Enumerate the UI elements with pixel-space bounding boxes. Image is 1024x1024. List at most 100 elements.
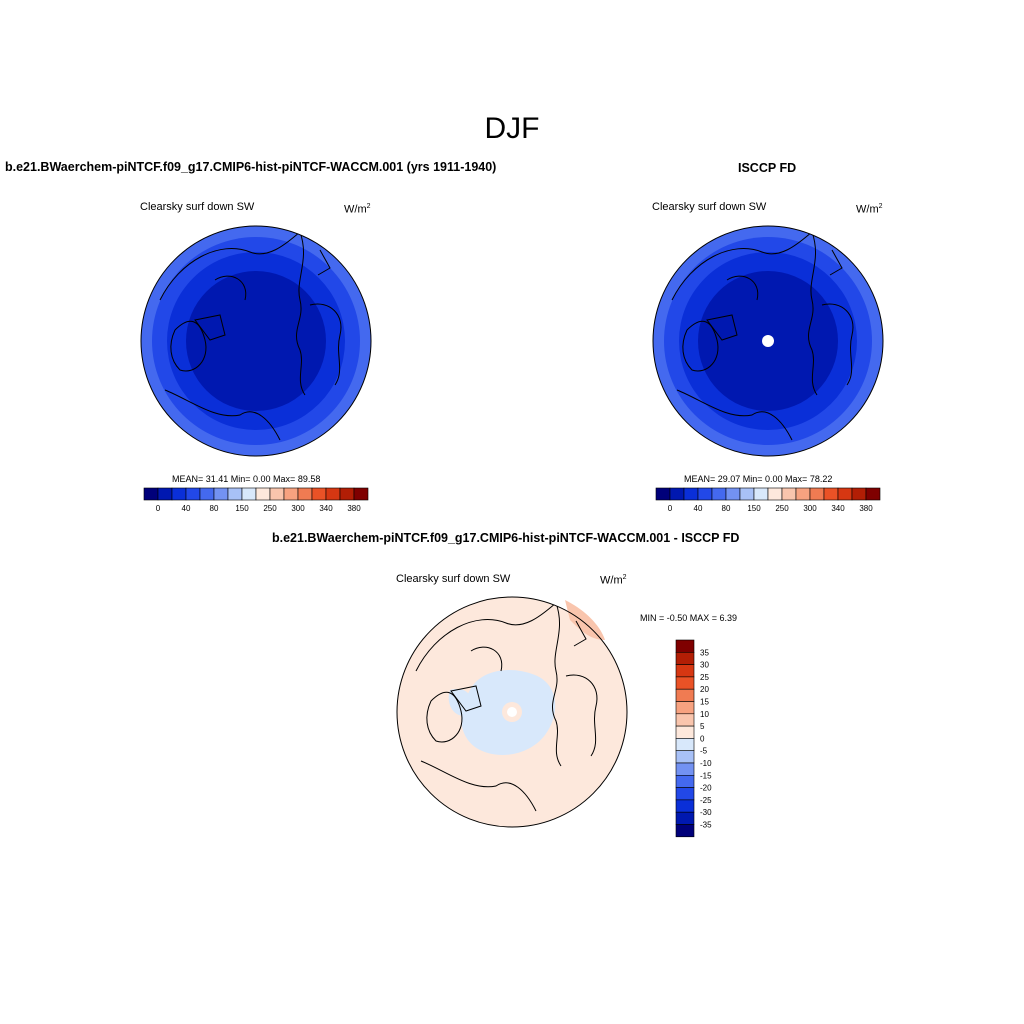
model-colorbar-box xyxy=(157,487,173,501)
model-colorbar-tick-label: 40 xyxy=(182,504,191,513)
diff-colorbar-tick-label: 0 xyxy=(700,734,705,743)
diff-colorbar-tick-label: 30 xyxy=(700,661,709,670)
diff-colorbar-box xyxy=(675,787,695,801)
diff-colorbar-box xyxy=(675,824,695,838)
diff-colorbar-box xyxy=(675,688,695,702)
model-colorbar-box xyxy=(283,487,299,501)
obs-colorbar-tick-label: 0 xyxy=(668,504,673,513)
obs-colorbar-box xyxy=(725,487,741,501)
model-colorbar-box xyxy=(339,487,355,501)
obs-colorbar-tick-label: 340 xyxy=(831,504,845,513)
obs-colorbar: 0 40 80 150 250 300 340 380 xyxy=(655,487,881,513)
diff-coastlines xyxy=(415,602,598,812)
diff-colorbar-tick-label: -30 xyxy=(700,808,712,817)
diff-colorbar-tick-label: 25 xyxy=(700,673,709,682)
model-colorbar-box xyxy=(325,487,341,501)
diff-colorbar-box xyxy=(675,713,695,727)
obs-units-label: W/m2 xyxy=(856,203,883,216)
diff-colorbar-tick-label: -5 xyxy=(700,747,708,756)
obs-colorbar-box xyxy=(781,487,797,501)
obs-colorbar-tick-label: 250 xyxy=(775,504,789,513)
model-colorbar-box xyxy=(297,487,313,501)
model-colorbar-box xyxy=(199,487,215,501)
diff-colorbar-box xyxy=(675,762,695,776)
obs-colorbar-tick-label: 300 xyxy=(803,504,817,513)
model-colorbar-box xyxy=(185,487,201,501)
model-colorbar-box xyxy=(269,487,285,501)
model-colorbar-tick-label: 300 xyxy=(291,504,305,513)
diff-colorbar-tick-label: 20 xyxy=(700,685,709,694)
diff-colorbar-tick-label: 5 xyxy=(700,722,705,731)
obs-colorbar-box xyxy=(865,487,881,501)
obs-polar-map xyxy=(652,225,884,457)
obs-colorbar-box xyxy=(809,487,825,501)
obs-colorbar-tick-label: 80 xyxy=(722,504,731,513)
obs-colorbar-box xyxy=(753,487,769,501)
obs-colorbar-box xyxy=(795,487,811,501)
diff-units-label: W/m2 xyxy=(600,574,627,587)
obs-colorbar-box xyxy=(767,487,783,501)
model-colorbar-box xyxy=(311,487,327,501)
model-colorbar-tick-label: 250 xyxy=(263,504,277,513)
model-colorbar-box xyxy=(255,487,271,501)
obs-colorbar-tick-label: 150 xyxy=(747,504,761,513)
diff-panel-title: b.e21.BWaerchem-piNTCF.f09_g17.CMIP6-his… xyxy=(272,531,740,545)
diff-colorbar-box xyxy=(675,811,695,825)
obs-colorbar-tick-label: 40 xyxy=(694,504,703,513)
model-variable-label: Clearsky surf down SW xyxy=(140,201,255,213)
diff-colorbar-box xyxy=(675,664,695,678)
obs-colorbar-box xyxy=(823,487,839,501)
model-colorbar-box xyxy=(353,487,369,501)
model-colorbar-tick-label: 80 xyxy=(210,504,219,513)
model-colorbar-box xyxy=(213,487,229,501)
obs-colorbar-box xyxy=(669,487,685,501)
model-colorbar: 0 40 80 150 250 300 340 380 xyxy=(143,487,369,513)
diff-colorbar-tick-label: -25 xyxy=(700,796,712,805)
model-colorbar-tick-label: 380 xyxy=(347,504,361,513)
obs-colorbar-box xyxy=(851,487,867,501)
model-colorbar-box xyxy=(171,487,187,501)
model-stats: MEAN= 31.41 Min= 0.00 Max= 89.58 xyxy=(172,474,321,484)
obs-colorbar-box xyxy=(697,487,713,501)
diff-polar-map xyxy=(396,596,628,828)
diff-colorbar-tick-label: -15 xyxy=(700,771,712,780)
diff-colorbar-tick-label: -10 xyxy=(700,759,712,768)
obs-colorbar-box xyxy=(739,487,755,501)
diff-colorbar-box xyxy=(675,738,695,752)
model-polar-map xyxy=(140,225,372,457)
model-colorbar-box xyxy=(227,487,243,501)
obs-colorbar-tick-label: 380 xyxy=(859,504,873,513)
diff-colorbar-tick-label: 10 xyxy=(700,710,709,719)
obs-colorbar-box xyxy=(683,487,699,501)
model-colorbar-tick-label: 150 xyxy=(235,504,249,513)
obs-coastlines xyxy=(671,231,854,441)
obs-stats: MEAN= 29.07 Min= 0.00 Max= 78.22 xyxy=(684,474,833,484)
obs-colorbar-box xyxy=(655,487,671,501)
diff-colorbar-box xyxy=(675,725,695,739)
diff-colorbar-box xyxy=(675,651,695,665)
diff-colorbar-box xyxy=(675,774,695,788)
model-colorbar-tick-label: 0 xyxy=(156,504,161,513)
diff-colorbar-box xyxy=(675,701,695,715)
obs-missing-pole xyxy=(762,335,774,347)
diff-stats: MIN = -0.50 MAX = 6.39 xyxy=(640,613,738,623)
model-colorbar-tick-label: 340 xyxy=(319,504,333,513)
model-colorbar-box xyxy=(143,487,159,501)
diff-colorbar-box xyxy=(675,799,695,813)
season-title: DJF xyxy=(484,112,540,145)
diff-colorbar-tick-label: -20 xyxy=(700,784,712,793)
model-units-label: W/m2 xyxy=(344,203,371,216)
diff-colorbar-tick-label: 15 xyxy=(700,698,709,707)
obs-panel-title: ISCCP FD xyxy=(738,161,797,175)
diff-colorbar-tick-label: 35 xyxy=(700,648,709,657)
diff-colorbar-box xyxy=(675,676,695,690)
model-panel-title: b.e21.BWaerchem-piNTCF.f09_g17.CMIP6-his… xyxy=(5,160,497,174)
model-coastlines xyxy=(159,231,342,441)
diff-colorbar-box xyxy=(675,639,695,653)
model-colorbar-box xyxy=(241,487,257,501)
diff-variable-label: Clearsky surf down SW xyxy=(396,573,511,585)
obs-variable-label: Clearsky surf down SW xyxy=(652,201,767,213)
obs-colorbar-box xyxy=(837,487,853,501)
obs-colorbar-box xyxy=(711,487,727,501)
